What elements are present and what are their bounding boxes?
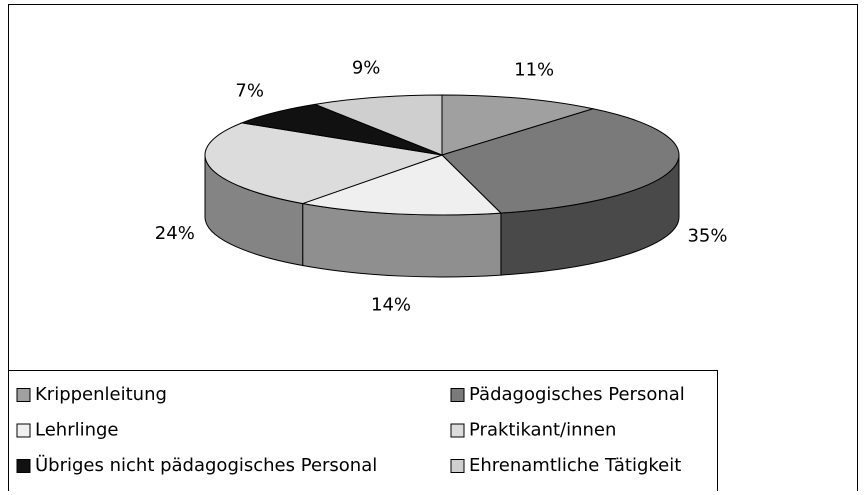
legend-swatch <box>16 423 31 438</box>
legend-box <box>8 370 718 495</box>
legend-label: Krippenleitung <box>35 384 167 405</box>
data-label: 14% <box>371 294 411 315</box>
pie-slice <box>240 103 443 156</box>
legend-label: Praktikant/innen <box>469 420 616 441</box>
data-label: 11% <box>514 59 554 80</box>
pie-slice <box>441 94 594 156</box>
pie-slice <box>313 94 443 156</box>
legend-swatch <box>450 423 465 438</box>
data-label: 24% <box>155 223 195 244</box>
legend-swatch <box>16 388 31 402</box>
pie: 11% 35% 14% 24% 7% 9% <box>155 58 728 316</box>
data-label: 7% <box>235 80 264 101</box>
legend-swatch <box>450 459 465 473</box>
legend-swatch <box>450 388 465 402</box>
legend-label: Pädagogisches Personal <box>469 384 685 405</box>
legend: Krippenleitung Pädagogisches Personal Lehr… <box>16 384 685 476</box>
pie-slice <box>441 108 680 214</box>
legend-label: Ehrenamtliche Tätigkeit <box>469 455 681 476</box>
data-label: 9% <box>352 58 381 79</box>
pie-slice <box>300 154 503 216</box>
data-label: 35% <box>687 226 727 247</box>
legend-label: Lehrlinge <box>35 420 119 441</box>
legend-label: Übriges nicht pädagogisches Personal <box>35 454 377 476</box>
pie-slice <box>204 122 443 205</box>
legend-swatch <box>16 459 31 473</box>
